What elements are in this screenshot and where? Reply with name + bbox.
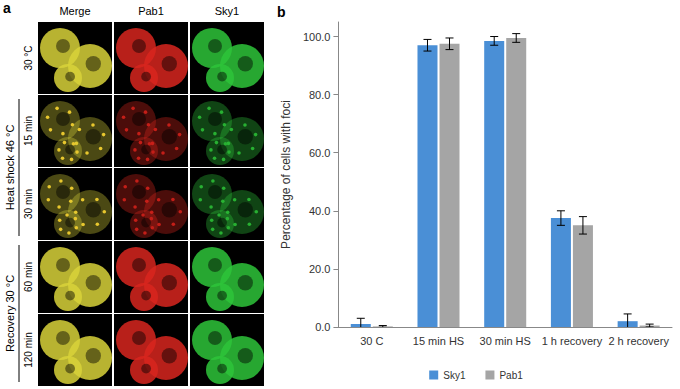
svg-text:Pab1: Pab1 bbox=[138, 5, 164, 17]
svg-text:60 min: 60 min bbox=[23, 262, 34, 292]
svg-text:0.0: 0.0 bbox=[315, 321, 330, 333]
svg-text:60.0: 60.0 bbox=[309, 147, 330, 159]
svg-text:Heat shock 46 °C: Heat shock 46 °C bbox=[4, 125, 16, 211]
svg-text:100.0: 100.0 bbox=[303, 31, 331, 43]
svg-text:b: b bbox=[277, 4, 286, 20]
svg-text:30 min: 30 min bbox=[23, 189, 34, 219]
svg-text:a: a bbox=[3, 0, 11, 16]
svg-text:30 °C: 30 °C bbox=[23, 45, 34, 70]
svg-text:1 h recovery: 1 h recovery bbox=[542, 335, 603, 347]
svg-text:Percentage of cells with foci: Percentage of cells with foci bbox=[279, 100, 293, 249]
svg-text:30 min HS: 30 min HS bbox=[480, 335, 531, 347]
svg-text:20.0: 20.0 bbox=[309, 263, 330, 275]
svg-text:15 min HS: 15 min HS bbox=[413, 335, 464, 347]
svg-text:120 min: 120 min bbox=[23, 332, 34, 368]
svg-text:Sky1: Sky1 bbox=[443, 370, 466, 381]
svg-text:Pab1: Pab1 bbox=[499, 370, 523, 381]
svg-text:2 h recovery: 2 h recovery bbox=[608, 335, 669, 347]
svg-text:30 C: 30 C bbox=[360, 335, 383, 347]
svg-text:Sky1: Sky1 bbox=[215, 5, 239, 17]
svg-text:Merge: Merge bbox=[59, 5, 90, 17]
svg-text:15 min: 15 min bbox=[23, 116, 34, 146]
svg-text:40.0: 40.0 bbox=[309, 205, 330, 217]
svg-text:80.0: 80.0 bbox=[309, 89, 330, 101]
svg-text:Recovery 30 °C: Recovery 30 °C bbox=[4, 275, 16, 352]
